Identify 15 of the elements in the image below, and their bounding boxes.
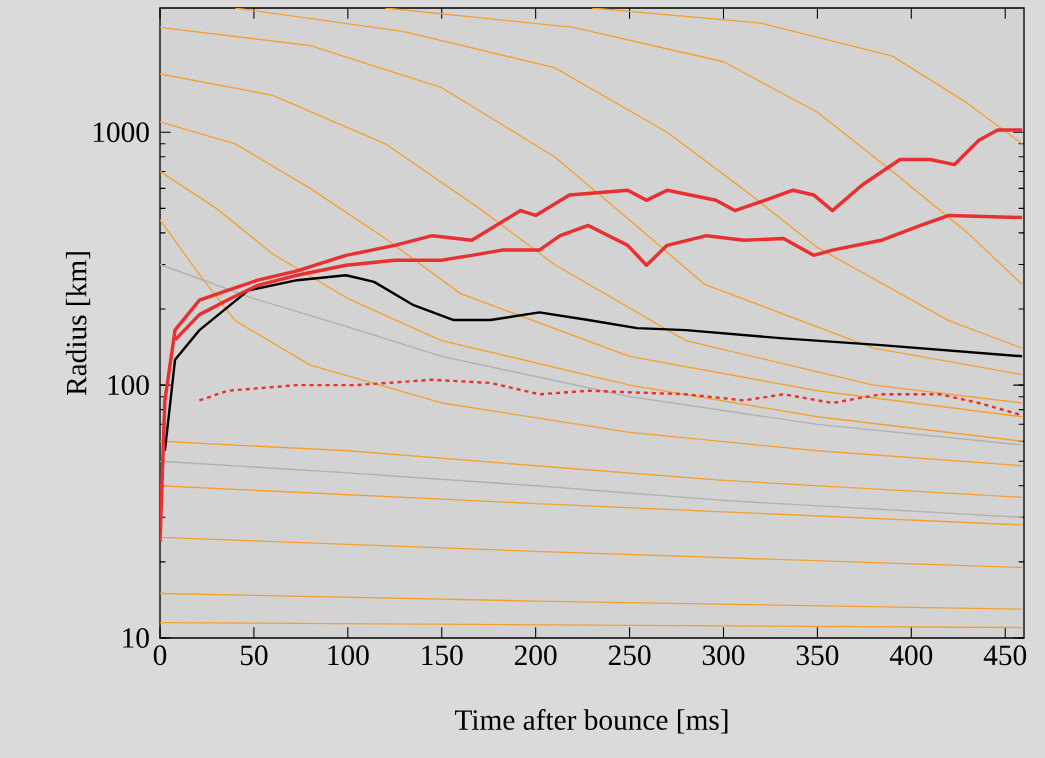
x-tick-label: 0 xyxy=(153,645,167,666)
x-tick-label: 250 xyxy=(608,645,651,666)
x-tick-label: 150 xyxy=(422,645,463,666)
y-tick-label: 10 xyxy=(123,628,149,648)
x-tick-label: 200 xyxy=(514,645,557,666)
y-axis-title: Radius [km] xyxy=(65,252,91,396)
x-tick-label: 450 xyxy=(983,645,1027,666)
x-tick-label: 50 xyxy=(240,645,268,666)
y-tick-label: 1000 xyxy=(93,122,149,143)
x-tick-label: 350 xyxy=(796,645,839,666)
x-tick-label: 400 xyxy=(889,645,933,666)
x-tick-label: 300 xyxy=(702,645,745,666)
x-axis-title: Time after bounce [ms] xyxy=(454,708,728,734)
x-tick-label: 100 xyxy=(328,645,369,666)
y-tick-label: 100 xyxy=(108,375,149,396)
